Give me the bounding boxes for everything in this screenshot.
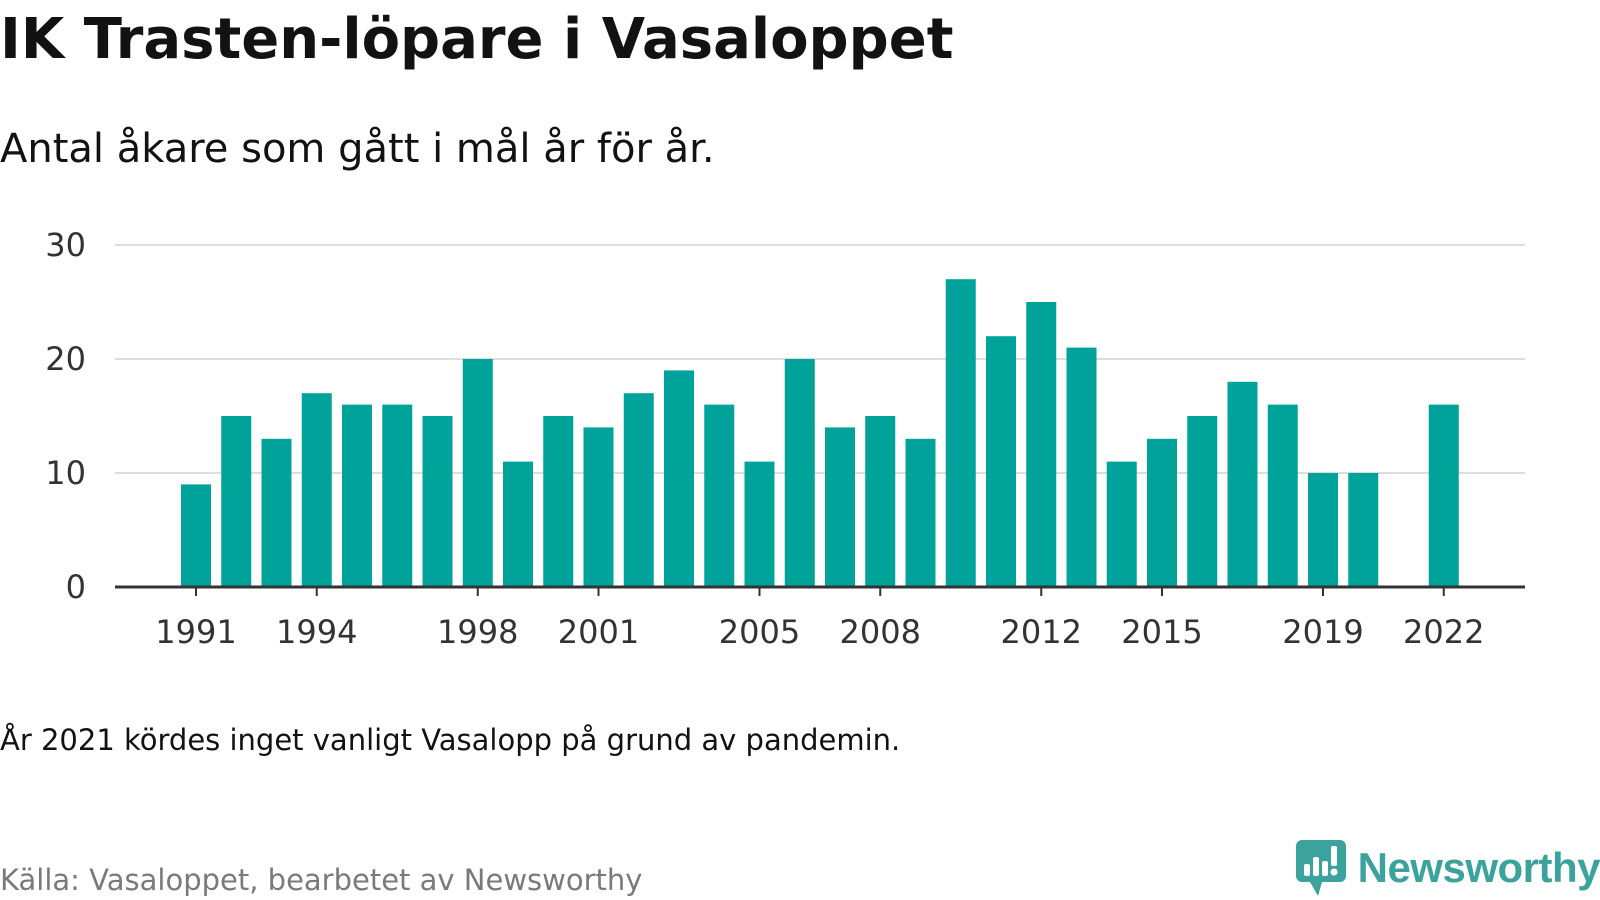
newsworthy-brand: Newsworthy	[1295, 838, 1600, 898]
bar-1991	[181, 484, 211, 587]
bar-1996	[382, 404, 413, 587]
bar-2003	[664, 370, 694, 587]
bar-2007	[825, 427, 855, 587]
x-tick-label: 1991	[155, 613, 236, 651]
bar-1998	[462, 359, 493, 587]
chart-note: År 2021 kördes inget vanligt Vasalopp på…	[0, 723, 901, 757]
bar-2020	[1348, 473, 1379, 587]
bar-1994	[301, 393, 332, 587]
bar-2009	[905, 438, 936, 587]
bar-2004	[704, 404, 735, 587]
x-tick-label: 1998	[437, 613, 518, 651]
bar-2008	[865, 416, 896, 587]
bar-chart: 0 10 20 30 1991 1994 1998 2001 2005 2008 2012 2015 2…	[45, 226, 1525, 651]
chart-subtitle: Antal åkare som gått i mål år för år.	[0, 126, 715, 172]
bar-2010	[945, 279, 976, 587]
bar-2000	[543, 416, 574, 587]
x-tick-label: 2005	[719, 613, 800, 651]
bar-2022	[1428, 404, 1459, 587]
x-tick-label: 2022	[1403, 613, 1484, 651]
bar-1993	[261, 438, 292, 587]
x-tick-label: 2001	[558, 613, 639, 651]
bar-2015	[1147, 438, 1177, 587]
bar-1999	[503, 461, 533, 587]
bar-2017	[1227, 381, 1258, 587]
bar-2011	[986, 336, 1016, 587]
bar-2006	[784, 359, 815, 587]
y-tick-label: 20	[45, 340, 86, 378]
bar-1995	[342, 404, 372, 587]
y-tick-label: 10	[45, 454, 86, 492]
bar-2005	[744, 461, 775, 587]
x-tick-label: 2019	[1282, 613, 1363, 651]
x-tick-label: 2008	[840, 613, 921, 651]
bar-2018	[1267, 404, 1298, 587]
bar-1992	[221, 416, 252, 587]
bar-2012	[1026, 302, 1057, 587]
newsworthy-logo-icon	[1295, 840, 1346, 896]
bar-2001	[583, 427, 614, 587]
x-tick-label: 1994	[276, 613, 357, 651]
x-tick-label: 2015	[1121, 613, 1202, 651]
x-tick-label: 2012	[1001, 613, 1082, 651]
y-tick-label: 0	[66, 568, 86, 606]
bar-1997	[422, 416, 453, 587]
brand-name: Newsworthy	[1357, 844, 1600, 891]
bar-2013	[1066, 347, 1097, 587]
bar-2019	[1308, 473, 1338, 587]
bar-2002	[623, 393, 654, 587]
chart-title: IK Trasten-löpare i Vasaloppet	[0, 7, 954, 72]
y-tick-label: 30	[45, 226, 86, 264]
bar-2016	[1187, 416, 1218, 587]
source-credit: Källa: Vasaloppet, bearbetet av Newswort…	[0, 863, 643, 897]
bar-2014	[1106, 461, 1137, 587]
